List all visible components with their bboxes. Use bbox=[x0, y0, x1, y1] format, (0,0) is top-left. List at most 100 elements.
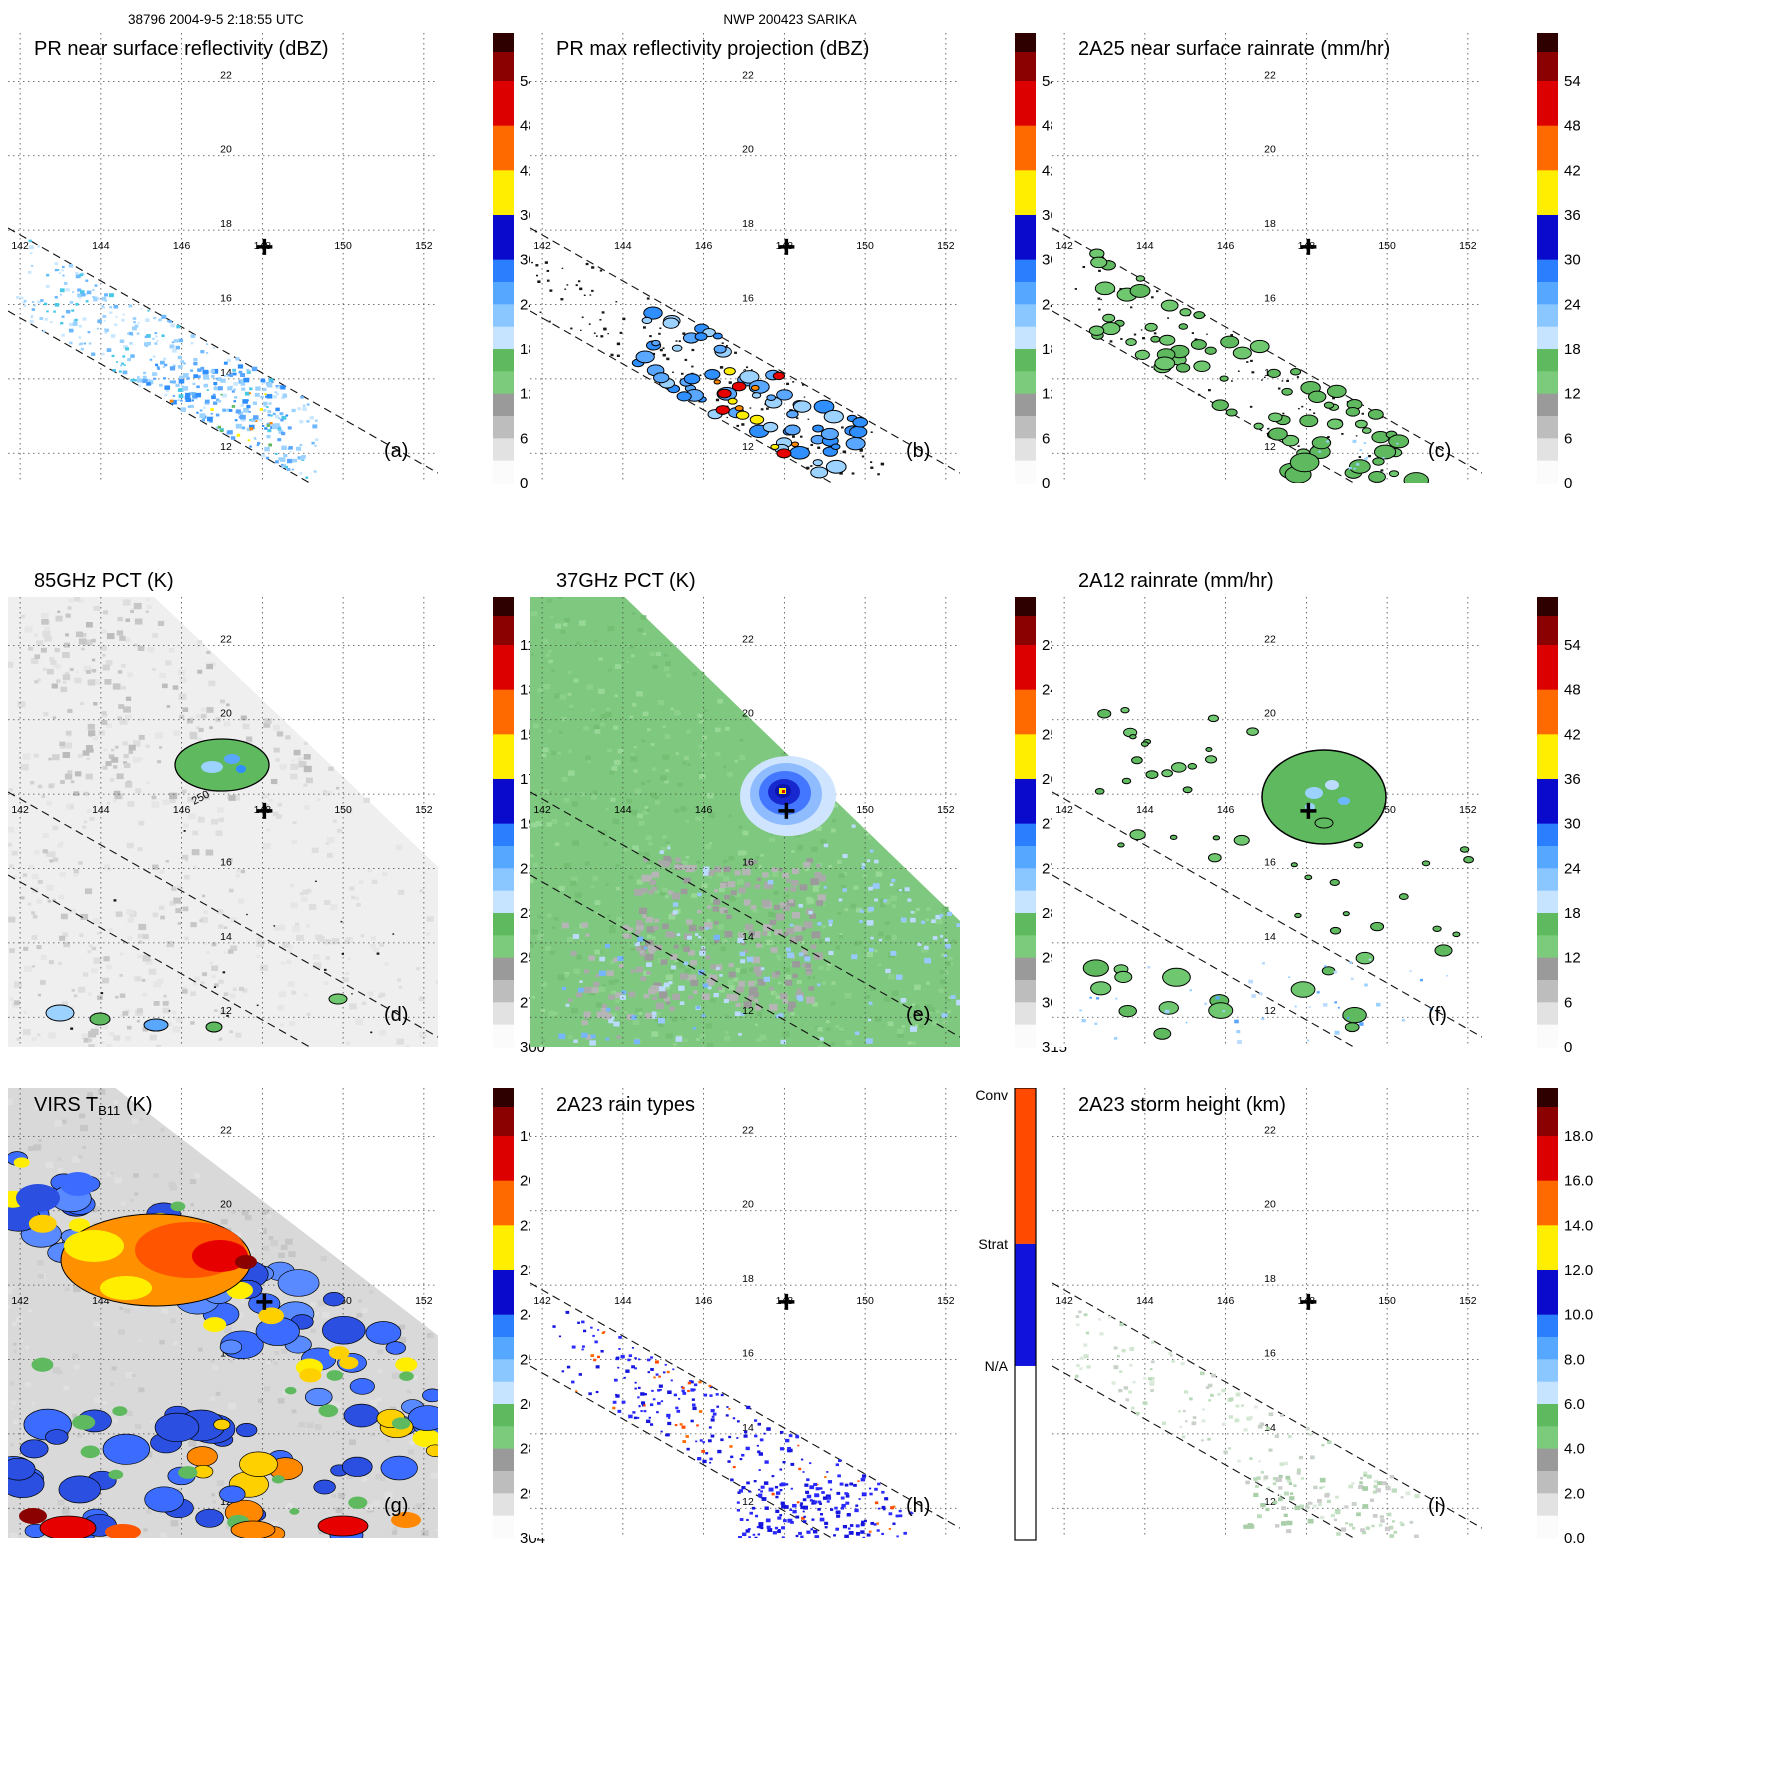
svg-text:146: 146 bbox=[1217, 804, 1235, 816]
svg-text:0: 0 bbox=[1042, 475, 1050, 492]
svg-text:12: 12 bbox=[1264, 441, 1276, 453]
svg-text:12: 12 bbox=[1564, 386, 1581, 403]
svg-text:150: 150 bbox=[856, 1295, 874, 1307]
svg-text:14: 14 bbox=[220, 931, 232, 943]
svg-text:24: 24 bbox=[1564, 296, 1581, 313]
storm-id: NWP 200423 SARIKA bbox=[723, 12, 857, 27]
svg-text:14: 14 bbox=[742, 931, 754, 943]
panel-d-title: 85GHz PCT (K) bbox=[34, 570, 174, 592]
svg-text:12: 12 bbox=[742, 441, 754, 453]
panel-g: VIRS TB11 (K) 14214414614815015222201816… bbox=[8, 1088, 573, 1558]
orbit-timestamp: 38796 2004-9-5 2:18:55 UTC bbox=[128, 12, 304, 27]
panel-a-title-text: PR near surface reflectivity (dBZ) bbox=[34, 38, 329, 60]
svg-text:144: 144 bbox=[614, 240, 632, 252]
svg-text:150: 150 bbox=[1378, 240, 1396, 252]
svg-text:22: 22 bbox=[742, 1124, 754, 1136]
panel-b-title: PR max reflectivity projection (dBZ) bbox=[556, 38, 870, 60]
svg-text:150: 150 bbox=[1378, 1295, 1396, 1307]
svg-text:12: 12 bbox=[742, 1005, 754, 1017]
svg-text:152: 152 bbox=[937, 240, 955, 252]
svg-text:144: 144 bbox=[1136, 240, 1154, 252]
svg-text:16: 16 bbox=[1264, 1347, 1276, 1359]
svg-text:16: 16 bbox=[1264, 856, 1276, 868]
svg-text:144: 144 bbox=[1136, 804, 1154, 816]
svg-text:150: 150 bbox=[856, 240, 874, 252]
svg-text:12: 12 bbox=[220, 1496, 232, 1508]
svg-text:18: 18 bbox=[742, 1273, 754, 1285]
svg-text:144: 144 bbox=[92, 240, 110, 252]
svg-text:144: 144 bbox=[92, 804, 110, 816]
svg-text:20: 20 bbox=[742, 708, 754, 720]
svg-text:18.0: 18.0 bbox=[1564, 1128, 1593, 1145]
svg-text:146: 146 bbox=[695, 1295, 713, 1307]
panel-a-title: PR near surface reflectivity (dBZ) bbox=[34, 38, 329, 62]
svg-text:8.0: 8.0 bbox=[1564, 1351, 1585, 1368]
panel-e: 37GHz PCT (K) 14214414614815015222201816… bbox=[530, 570, 1095, 1067]
svg-text:20: 20 bbox=[220, 144, 232, 156]
svg-text:152: 152 bbox=[1459, 804, 1477, 816]
svg-text:14: 14 bbox=[1264, 931, 1276, 943]
svg-text:12: 12 bbox=[1264, 1005, 1276, 1017]
svg-text:20: 20 bbox=[742, 144, 754, 156]
svg-text:0: 0 bbox=[520, 475, 528, 492]
svg-text:16: 16 bbox=[742, 1347, 754, 1359]
svg-text:(i): (i) bbox=[1428, 1495, 1446, 1517]
svg-text:152: 152 bbox=[415, 240, 433, 252]
svg-text:16: 16 bbox=[220, 856, 232, 868]
panel-c: 2A25 near surface rainrate (mm/hr) 142 14… bbox=[1052, 33, 1617, 503]
svg-text:142: 142 bbox=[533, 240, 551, 252]
svg-text:146: 146 bbox=[173, 240, 191, 252]
svg-text:22: 22 bbox=[1264, 1124, 1276, 1136]
svg-text:20: 20 bbox=[1264, 144, 1276, 156]
svg-text:10.0: 10.0 bbox=[1564, 1307, 1593, 1324]
svg-text:20: 20 bbox=[742, 1199, 754, 1211]
svg-text:22: 22 bbox=[742, 69, 754, 81]
panel-i: 2A23 storm height (km) 14214414614815015… bbox=[1052, 1088, 1617, 1558]
panel-g-title: VIRS TB11 (K) bbox=[34, 1094, 153, 1118]
panel-h-title: 2A23 rain types bbox=[556, 1094, 695, 1116]
svg-text:36: 36 bbox=[1564, 207, 1581, 224]
svg-text:142: 142 bbox=[11, 240, 29, 252]
svg-text:6: 6 bbox=[520, 430, 528, 447]
svg-text:20: 20 bbox=[1264, 1199, 1276, 1211]
panel-b: PR max reflectivity projection (dBZ) 142… bbox=[530, 33, 1095, 503]
svg-text:N/A: N/A bbox=[985, 1358, 1009, 1374]
svg-text:152: 152 bbox=[1459, 1295, 1477, 1307]
svg-text:152: 152 bbox=[415, 804, 433, 816]
svg-text:22: 22 bbox=[220, 1124, 232, 1136]
svg-text:6: 6 bbox=[1564, 430, 1572, 447]
svg-text:48: 48 bbox=[1564, 682, 1581, 699]
panel-c-title: 2A25 near surface rainrate (mm/hr) bbox=[1078, 38, 1391, 60]
svg-text:42: 42 bbox=[1564, 162, 1581, 179]
svg-text:12: 12 bbox=[1264, 1496, 1276, 1508]
svg-text:Strat: Strat bbox=[978, 1236, 1008, 1252]
svg-text:146: 146 bbox=[1217, 240, 1235, 252]
svg-text:20: 20 bbox=[220, 708, 232, 720]
svg-text:16: 16 bbox=[1264, 292, 1276, 304]
svg-text:18: 18 bbox=[1564, 905, 1581, 922]
svg-text:6: 6 bbox=[1564, 994, 1572, 1011]
svg-text:(d): (d) bbox=[384, 1004, 408, 1026]
svg-text:20: 20 bbox=[1264, 708, 1276, 720]
svg-text:6: 6 bbox=[1042, 430, 1050, 447]
svg-text:142: 142 bbox=[533, 1295, 551, 1307]
panel-a: PR near surface reflectivity (dBZ) 142 14… bbox=[8, 33, 573, 503]
svg-text:150: 150 bbox=[856, 804, 874, 816]
svg-text:16: 16 bbox=[742, 292, 754, 304]
svg-text:(f): (f) bbox=[1428, 1004, 1447, 1026]
svg-text:(c): (c) bbox=[1428, 440, 1451, 462]
svg-text:54: 54 bbox=[1564, 73, 1581, 90]
svg-text:152: 152 bbox=[937, 1295, 955, 1307]
svg-text:Conv: Conv bbox=[975, 1088, 1008, 1103]
svg-text:12: 12 bbox=[742, 1496, 754, 1508]
svg-text:144: 144 bbox=[614, 1295, 632, 1307]
svg-text:16: 16 bbox=[742, 856, 754, 868]
panel-f-title: 2A12 rainrate (mm/hr) bbox=[1078, 570, 1274, 592]
svg-text:144: 144 bbox=[1136, 1295, 1154, 1307]
svg-text:146: 146 bbox=[695, 240, 713, 252]
svg-text:6.0: 6.0 bbox=[1564, 1396, 1585, 1413]
panel-f: 2A12 rainrate (mm/hr) 142144146148150152… bbox=[1052, 570, 1617, 1067]
svg-text:(a): (a) bbox=[384, 440, 408, 462]
svg-text:22: 22 bbox=[220, 633, 232, 645]
